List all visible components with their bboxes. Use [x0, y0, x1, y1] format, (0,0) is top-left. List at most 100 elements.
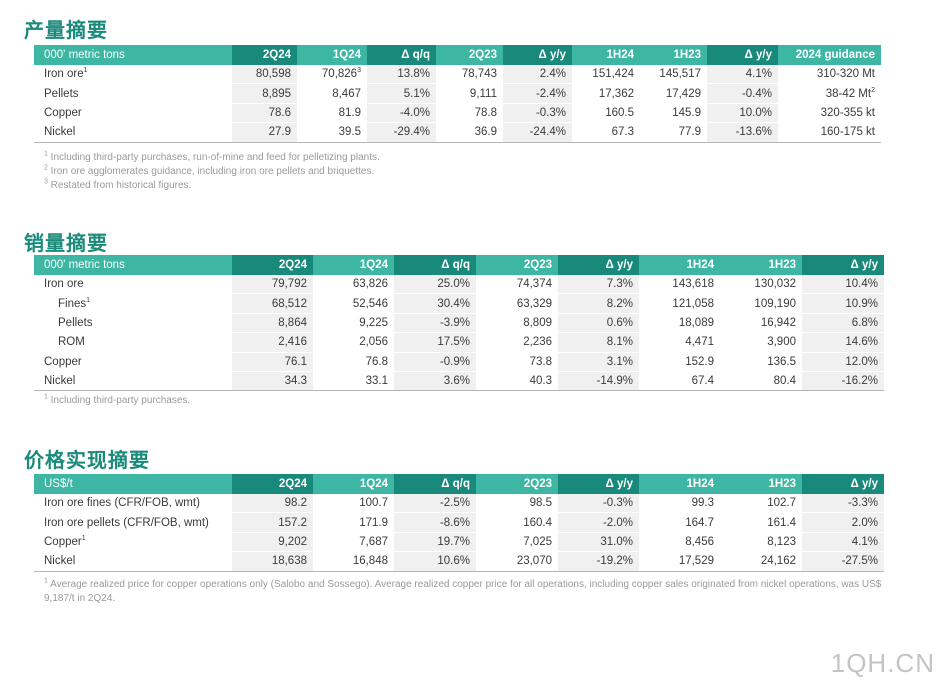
table-cell: 9,202 — [232, 532, 313, 553]
table-row: Pellets 8,864 9,225 -3.9% 8,809 0.6% 18,089 16,… — [34, 313, 884, 334]
table-cell: 4.1% — [707, 65, 778, 85]
table-cell: -2.4% — [503, 83, 572, 104]
column-header: Δ y/y — [707, 45, 778, 65]
column-header: 2024 guidance — [778, 45, 881, 65]
table-cell: 16,848 — [313, 551, 394, 572]
table-cell: 23,070 — [476, 551, 558, 572]
table-cell: -13.6% — [707, 122, 778, 143]
column-header: 000' metric tons — [34, 45, 232, 65]
superscript-marker: 1 — [44, 150, 48, 158]
table-cell: 8,864 — [232, 313, 313, 334]
table-cell: -3.3% — [802, 494, 884, 514]
table-cell: 310-320 Mt — [778, 65, 881, 85]
table-cell: 143,618 — [639, 275, 720, 295]
table-cell: 33.1 — [313, 371, 394, 392]
table-cell: 99.3 — [639, 494, 720, 514]
column-header: Δ q/q — [394, 474, 476, 494]
table-cell: 52,546 — [313, 293, 394, 314]
table-cell: -3.9% — [394, 313, 476, 334]
table-cell: -14.9% — [558, 371, 639, 392]
table-cell: 24,162 — [720, 551, 802, 572]
row-label: Iron ore — [34, 275, 232, 295]
table-cell: 39.5 — [297, 122, 367, 143]
column-header: 1H24 — [639, 474, 720, 494]
prices-footnotes: 1 Average realized price for copper oper… — [44, 578, 884, 606]
table-cell: -0.4% — [707, 83, 778, 104]
table-cell: 7,687 — [313, 532, 394, 553]
table-cell: 2,056 — [313, 332, 394, 353]
table-cell: 161.4 — [720, 512, 802, 533]
column-header: Δ y/y — [558, 474, 639, 494]
table-row: Nickel 34.3 33.1 3.6% 40.3 -14.9% 67.4 80.4 -16.… — [34, 371, 884, 392]
row-label: Nickel — [34, 122, 232, 143]
column-header: Δ y/y — [802, 255, 884, 275]
table-cell: 12.0% — [802, 352, 884, 372]
table-cell: 320-355 kt — [778, 103, 881, 124]
row-label: Nickel — [34, 551, 232, 572]
column-header: Δ y/y — [503, 45, 572, 65]
table-cell: 136.5 — [720, 352, 802, 372]
table-cell: 10.6% — [394, 551, 476, 572]
superscript-marker: 1 — [86, 296, 91, 304]
sales-title: 销量摘要 — [24, 231, 108, 255]
table-row: Iron ore fines (CFR/FOB, wmt) 98.2 100.7 -2… — [34, 494, 884, 514]
column-header: 1H24 — [572, 45, 640, 65]
row-label: Nickel — [34, 371, 232, 392]
table-cell: 25.0% — [394, 275, 476, 295]
table-cell: 74,374 — [476, 275, 558, 295]
table-cell: 14.6% — [802, 332, 884, 353]
row-label: Pellets — [34, 83, 232, 104]
table-cell: 17,429 — [640, 83, 707, 104]
column-header: 2Q24 — [232, 474, 313, 494]
table-cell: 2,416 — [232, 332, 313, 353]
table-cell: 18,638 — [232, 551, 313, 572]
table-cell: 40.3 — [476, 371, 558, 392]
table-cell: 73.8 — [476, 352, 558, 372]
table-cell: 0.6% — [558, 313, 639, 334]
table-cell: 8,467 — [297, 83, 367, 104]
table-cell: 8.2% — [558, 293, 639, 314]
table-cell: 3,900 — [720, 332, 802, 353]
prices-title: 价格实现摘要 — [24, 448, 150, 472]
row-label: Copper — [34, 103, 232, 124]
table-cell: 30.4% — [394, 293, 476, 314]
table-cell: 8,809 — [476, 313, 558, 334]
column-header: Δ q/q — [367, 45, 436, 65]
table-row: Fines1 68,512 52,546 30.4% 63,329 8.2% 121,058… — [34, 293, 884, 314]
table-cell: 81.9 — [297, 103, 367, 124]
footnote: 2 Iron ore agglomerates guidance, includ… — [44, 164, 375, 177]
table-cell: 152.9 — [639, 352, 720, 372]
table-row: ROM 2,416 2,056 17.5% 2,236 8.1% 4,471 3,900 14.… — [34, 332, 884, 353]
table-cell: 7,025 — [476, 532, 558, 553]
row-label: Iron ore pellets (CFR/FOB, wmt) — [34, 512, 232, 533]
table-cell: -2.0% — [558, 512, 639, 533]
column-header: Δ y/y — [802, 474, 884, 494]
production-footnotes: 1 Including third-party purchases, run-o… — [44, 151, 884, 193]
table-cell: -2.5% — [394, 494, 476, 514]
table-cell: 76.1 — [232, 352, 313, 372]
table-cell: 160.5 — [572, 103, 640, 124]
superscript-marker: 1 — [44, 577, 48, 585]
production-table: 000' metric tons 2Q24 1Q24 Δ q/q 2Q23 Δ y/y 1H… — [34, 45, 881, 143]
row-label: ROM — [34, 332, 232, 353]
sales-footnotes: 1 Including third-party purchases. — [44, 394, 884, 408]
table-cell: 27.9 — [232, 122, 297, 143]
table-cell: 67.3 — [572, 122, 640, 143]
table-cell: -8.6% — [394, 512, 476, 533]
table-cell: 70,8263 — [297, 65, 367, 85]
table-cell: 98.5 — [476, 494, 558, 514]
table-cell: 18,089 — [639, 313, 720, 334]
table-cell: -0.9% — [394, 352, 476, 372]
table-row: Nickel 18,638 16,848 10.6% 23,070 -19.2% 17,52… — [34, 551, 884, 572]
table-cell: 4.1% — [802, 532, 884, 553]
column-header: 2Q23 — [476, 255, 558, 275]
table-cell: -16.2% — [802, 371, 884, 392]
table-cell: 78.6 — [232, 103, 297, 124]
footnote: 1 Including third-party purchases, run-o… — [44, 150, 380, 163]
column-header: 1H23 — [720, 255, 802, 275]
table-cell: 10.4% — [802, 275, 884, 295]
superscript-marker: 1 — [83, 67, 88, 75]
table-cell: 19.7% — [394, 532, 476, 553]
table-cell: 160-175 kt — [778, 122, 881, 143]
table-row: Pellets 8,895 8,467 5.1% 9,111 -2.4% 17,362 17,… — [34, 83, 881, 104]
